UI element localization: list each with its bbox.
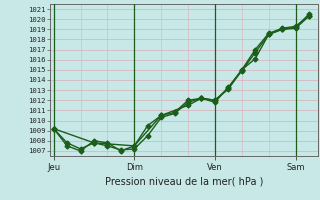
X-axis label: Pression niveau de la mer( hPa ): Pression niveau de la mer( hPa ) bbox=[105, 176, 263, 186]
